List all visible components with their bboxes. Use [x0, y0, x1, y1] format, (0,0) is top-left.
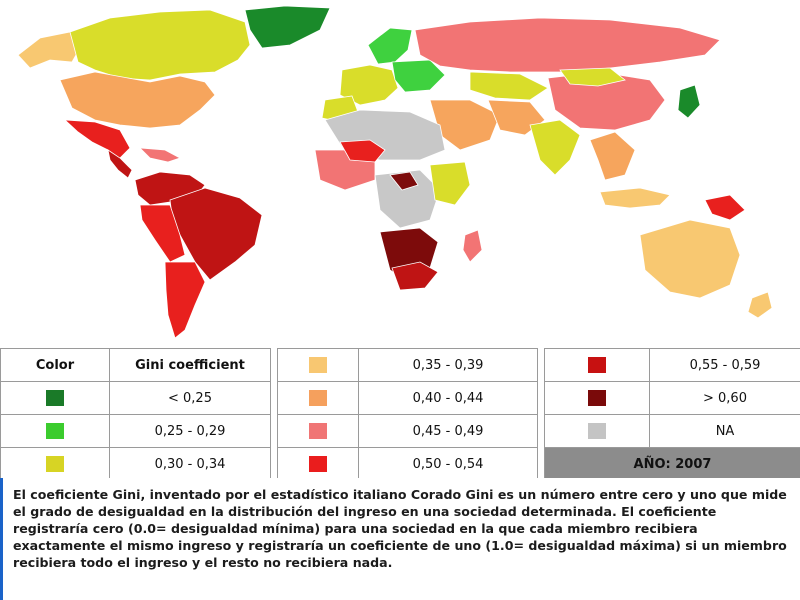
swatch-0-45-0-49 [309, 423, 327, 439]
region-central-africa [374, 169, 441, 229]
legend-label-8: > 0,60 [649, 381, 800, 415]
region-mexico [63, 119, 131, 161]
legend-swatch-6 [277, 447, 359, 481]
region-alaska [17, 31, 81, 69]
legend-header-color: Color [0, 348, 110, 382]
world-map-svg [17, 5, 773, 339]
region-new-zealand [747, 291, 773, 319]
legend-swatch-5 [277, 414, 359, 448]
gini-description-box: El coeficiente Gini, inventado por el es… [0, 478, 800, 600]
region-southeast-asia [589, 131, 636, 181]
region-canada [69, 9, 251, 81]
legend-label-9: NA [649, 414, 800, 448]
region-central-america [107, 149, 133, 179]
legend-label-3: 0,35 - 0,39 [358, 348, 538, 382]
gini-description-text: El coeficiente Gini, inventado por el es… [13, 487, 787, 570]
legend-swatch-7 [544, 348, 650, 382]
world-map [17, 5, 773, 339]
region-scandinavia [367, 27, 413, 65]
region-mongolia [559, 67, 626, 87]
region-australia [639, 219, 741, 299]
region-sahel-red [339, 139, 386, 163]
region-argentina-chile [164, 261, 206, 339]
legend-swatch-0 [0, 381, 110, 415]
region-south-africa [391, 261, 439, 291]
legend-swatch-4 [277, 381, 359, 415]
legend-header-gini: Gini coefficient [109, 348, 271, 382]
region-indonesia [599, 187, 671, 209]
swatch-0-35-0-39 [309, 357, 327, 373]
region-usa [59, 71, 216, 129]
region-east-africa [429, 161, 471, 206]
region-western-europe [339, 64, 399, 106]
region-papua [704, 194, 746, 221]
region-kazakhstan [469, 71, 549, 101]
swatch-na [588, 423, 606, 439]
region-russia [414, 17, 721, 73]
legend-swatch-1 [0, 414, 110, 448]
region-car [389, 171, 419, 191]
legend-swatch-3 [277, 348, 359, 382]
year-label: AÑO: 2007 [544, 447, 800, 481]
region-japan [677, 84, 701, 119]
swatch-lt-0-25 [46, 390, 64, 406]
swatch-0-50-0-54 [309, 456, 327, 472]
legend-label-0: < 0,25 [109, 381, 271, 415]
legend-label-7: 0,55 - 0,59 [649, 348, 800, 382]
region-madagascar [462, 229, 483, 263]
swatch-gt-0-60 [588, 390, 606, 406]
swatch-0-25-0-29 [46, 423, 64, 439]
swatch-0-30-0-34 [46, 456, 64, 472]
legend-swatch-9 [544, 414, 650, 448]
legend-swatch-2 [0, 447, 110, 481]
region-greenland [244, 5, 331, 49]
legend-label-6: 0,50 - 0,54 [358, 447, 538, 481]
region-peru-bolivia [139, 204, 186, 263]
legend-label-4: 0,40 - 0,44 [358, 381, 538, 415]
swatch-0-40-0-44 [309, 390, 327, 406]
legend-table: Color Gini coefficient 0,35 - 0,39 0,55 … [0, 348, 800, 481]
legend-label-2: 0,30 - 0,34 [109, 447, 271, 481]
legend-label-1: 0,25 - 0,29 [109, 414, 271, 448]
legend-label-5: 0,45 - 0,49 [358, 414, 538, 448]
legend-swatch-8 [544, 381, 650, 415]
region-india [529, 119, 581, 176]
region-caribbean [138, 147, 182, 163]
swatch-0-55-0-59 [588, 357, 606, 373]
